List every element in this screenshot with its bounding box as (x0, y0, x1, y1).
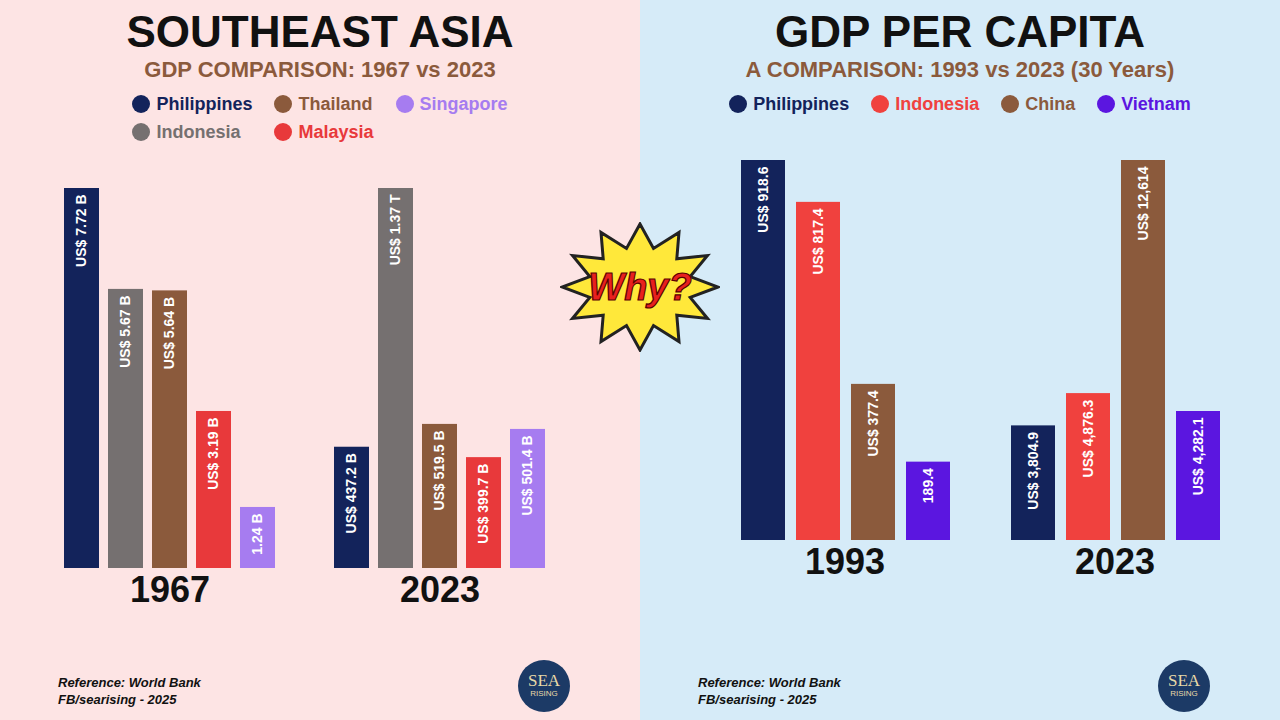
svg-text:189.4: 189.4 (920, 468, 936, 503)
svg-text:Why?: Why? (588, 266, 691, 308)
html-text:Indonesia: Indonesia (895, 94, 980, 114)
html-text:2023: 2023 (1075, 541, 1155, 582)
html-text:SEA: SEA (527, 671, 561, 690)
svg-text:US$ 918.6: US$ 918.6 (755, 166, 771, 232)
svg-text:US$ 377.4: US$ 377.4 (865, 390, 881, 456)
svg-text:US$ 4,876.3: US$ 4,876.3 (1080, 399, 1096, 477)
svg-text:US$ 5.67 B: US$ 5.67 B (117, 295, 133, 367)
html-text:GDP PER CAPITA: GDP PER CAPITA (775, 7, 1145, 56)
html-text:A COMPARISON: 1993 vs 2023 (30: A COMPARISON: 1993 vs 2023 (30 Years) (745, 57, 1175, 82)
html-text:1967: 1967 (130, 569, 210, 610)
svg-text:US$ 3,804.9: US$ 3,804.9 (1025, 432, 1041, 510)
svg-text:US$ 5.64 B: US$ 5.64 B (161, 297, 177, 369)
svg-text:US$ 437.2 B: US$ 437.2 B (343, 453, 359, 533)
html-text:Reference: World Bank: Reference: World Bank (698, 675, 841, 690)
html-text:SOUTHEAST ASIA: SOUTHEAST ASIA (126, 7, 514, 56)
html-text:FB/searising - 2025: FB/searising - 2025 (58, 692, 177, 707)
html-text:Malaysia: Malaysia (298, 122, 374, 142)
svg-text:1.24 B: 1.24 B (249, 513, 265, 554)
svg-text:US$ 519.5 B: US$ 519.5 B (431, 430, 447, 510)
html-text:Singapore: Singapore (419, 94, 508, 114)
html-text:Vietnam: Vietnam (1121, 94, 1191, 114)
html-text:Indonesia: Indonesia (156, 122, 241, 142)
html-text:1993: 1993 (805, 541, 885, 582)
html-text:China: China (1025, 94, 1076, 114)
html-text:RISING: RISING (1170, 689, 1198, 698)
svg-text:US$ 399.7 B: US$ 399.7 B (475, 464, 491, 544)
html-text:FB/searising - 2025: FB/searising - 2025 (698, 692, 817, 707)
svg-text:US$ 4,282.1: US$ 4,282.1 (1190, 417, 1206, 495)
svg-text:US$ 1.37 T: US$ 1.37 T (387, 194, 403, 265)
svg-text:US$ 501.4 B: US$ 501.4 B (519, 435, 535, 515)
html-text:SEA: SEA (1167, 671, 1201, 690)
svg-text:US$ 817.4: US$ 817.4 (810, 208, 826, 274)
svg-text:US$ 3.19 B: US$ 3.19 B (205, 417, 221, 489)
html-text:GDP COMPARISON: 1967 vs 2023: GDP COMPARISON: 1967 vs 2023 (144, 57, 496, 82)
html-text:RISING: RISING (530, 689, 558, 698)
svg-text:US$ 7.72 B: US$ 7.72 B (73, 195, 89, 267)
svg-text:US$ 12,614: US$ 12,614 (1135, 166, 1151, 240)
html-text:Philippines: Philippines (753, 94, 850, 114)
html-text:Thailand: Thailand (298, 94, 373, 114)
html-text:2023: 2023 (400, 569, 480, 610)
html-text:Philippines: Philippines (156, 94, 253, 114)
html-text:Reference: World Bank: Reference: World Bank (58, 675, 201, 690)
